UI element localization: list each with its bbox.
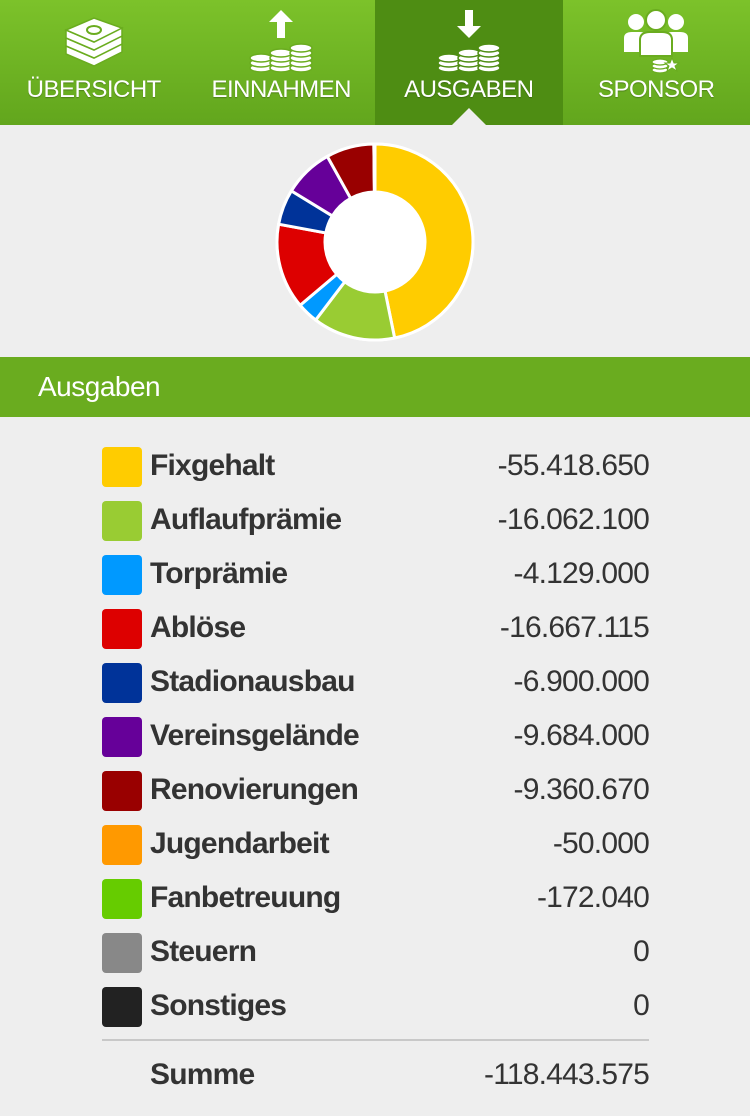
item-label: Auflaufprämie [150,503,342,536]
item-label: Torprämie [150,557,288,590]
tab-uebersicht[interactable]: ÜBERSICHT [0,0,188,125]
item-value: -6.900.000 [513,665,650,698]
tab-ausgaben[interactable]: AUSGABEN [375,0,563,125]
item-value: -50.000 [552,827,650,860]
item-value: -16.667.115 [499,611,650,644]
item-value: -9.360.670 [513,773,650,806]
item-label: Jugendarbeit [150,827,330,860]
money-stack-icon [63,17,124,67]
list-item: Fixgehalt -55.418.650 [102,441,650,495]
list-item: Renovierungen -9.360.670 [102,765,650,819]
tab-label: SPONSOR [597,76,715,103]
color-swatch [102,501,142,541]
expense-list: Fixgehalt -55.418.650 Auflaufprämie -16.… [102,441,650,1035]
color-swatch [102,717,142,757]
chart-area [0,125,750,357]
divider [102,1039,649,1041]
color-swatch [102,987,142,1027]
coins-arrow-up-icon [249,10,313,73]
tab-sponsor[interactable]: SPONSOR [563,0,750,125]
list-item: Vereinsgelände -9.684.000 [102,711,650,765]
donut-slice-fixgehalt [373,142,475,340]
list-item: Ablöse -16.667.115 [102,603,650,657]
total-value: -118.443.575 [484,1058,650,1091]
item-label: Sonstiges [150,989,287,1022]
item-value: -9.684.000 [513,719,650,752]
item-label: Steuern [150,935,257,968]
donut-slice-fanbetreuung [372,142,377,194]
list-item: Jugendarbeit -50.000 [102,819,650,873]
color-swatch [102,555,142,595]
item-label: Renovierungen [150,773,359,806]
coins-arrow-down-icon [437,10,501,73]
item-value: -172.040 [536,881,650,914]
color-swatch [102,825,142,865]
tab-label: EINNAHMEN [211,76,351,103]
section-header: Ausgaben [0,357,750,417]
list-item: Torprämie -4.129.000 [102,549,650,603]
item-value: -16.062.100 [497,503,650,536]
item-label: Ablöse [150,611,246,644]
tab-bar: ÜBERSICHT EINNAHMEN AUSGABEN [0,0,750,125]
total-row: Summe -118.443.575 [102,1050,650,1100]
list-item: Auflaufprämie -16.062.100 [102,495,650,549]
item-value: 0 [633,989,650,1022]
tab-label: AUSGABEN [404,76,534,103]
tab-einnahmen[interactable]: EINNAHMEN [188,0,376,125]
item-value: -55.418.650 [497,449,650,482]
tab-label: ÜBERSICHT [26,76,162,103]
total-label: Summe [150,1058,255,1091]
list-item: Stadionausbau -6.900.000 [102,657,650,711]
item-label: Fixgehalt [150,449,275,482]
color-swatch [102,879,142,919]
section-title: Ausgaben [38,371,161,402]
item-label: Stadionausbau [150,665,355,698]
list-item: Fanbetreuung -172.040 [102,873,650,927]
item-label: Fanbetreuung [150,881,341,914]
sponsor-people-icon [624,9,689,74]
item-value: -4.129.000 [513,557,650,590]
color-swatch [102,933,142,973]
color-swatch [102,771,142,811]
item-label: Vereinsgelände [150,719,360,752]
color-swatch [102,447,142,487]
list-item: Steuern 0 [102,927,650,981]
color-swatch [102,609,142,649]
item-value: 0 [633,935,650,968]
expenses-donut-chart [275,142,475,342]
color-swatch [102,663,142,703]
list-item: Sonstiges 0 [102,981,650,1035]
